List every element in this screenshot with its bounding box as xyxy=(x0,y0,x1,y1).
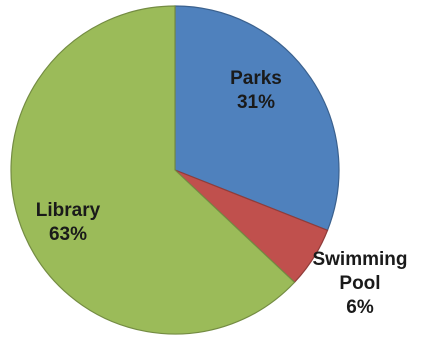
slice-label-swimming-pool: Swimming Pool 6% xyxy=(312,249,407,318)
pie-slice-library xyxy=(10,5,296,335)
pie-slice-parks xyxy=(174,5,340,232)
slice-labels: Parks 31% Swimming Pool 6% Library 63% xyxy=(36,68,408,318)
pie-slices xyxy=(10,5,340,335)
slice-label-library: Library 63% xyxy=(36,200,101,245)
slice-label-parks: Parks 31% xyxy=(230,68,282,113)
